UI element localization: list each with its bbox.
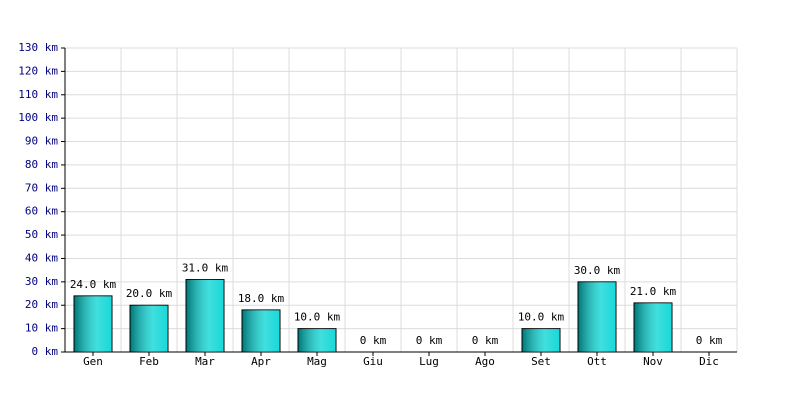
x-tick-label: Mar	[195, 355, 215, 368]
bar-shading	[298, 328, 336, 352]
value-label: 0 km	[360, 334, 387, 347]
y-tick-label: 10 km	[25, 322, 58, 335]
value-label: 30.0 km	[574, 264, 621, 277]
y-tick-label: 0 km	[32, 345, 59, 358]
bar-shading	[130, 305, 168, 352]
y-tick-label: 60 km	[25, 205, 58, 218]
value-label: 21.0 km	[630, 285, 677, 298]
y-tick-label: 100 km	[18, 111, 58, 124]
bar-shading	[186, 279, 224, 352]
x-tick-label: Set	[531, 355, 551, 368]
bar-shading	[578, 281, 616, 352]
value-label: 24.0 km	[70, 278, 117, 291]
value-label: 10.0 km	[518, 311, 565, 324]
y-tick-label: 80 km	[25, 158, 58, 171]
y-tick-label: 110 km	[18, 88, 58, 101]
x-tick-label: Apr	[251, 355, 271, 368]
y-tick-label: 90 km	[25, 135, 58, 148]
value-label: 18.0 km	[238, 292, 285, 305]
value-label: 0 km	[472, 334, 499, 347]
value-label: 10.0 km	[294, 311, 341, 324]
value-label: 20.0 km	[126, 287, 173, 300]
x-tick-label: Ago	[475, 355, 495, 368]
x-tick-label: Dic	[699, 355, 719, 368]
value-label: 0 km	[696, 334, 723, 347]
x-tick-label: Mag	[307, 355, 327, 368]
x-tick-label: Feb	[139, 355, 159, 368]
y-tick-label: 30 km	[25, 275, 58, 288]
bar-shading	[634, 302, 672, 352]
y-tick-label: 50 km	[25, 228, 58, 241]
y-tick-label: 120 km	[18, 64, 58, 77]
value-label: 0 km	[416, 334, 443, 347]
x-tick-label: Gen	[83, 355, 103, 368]
y-tick-label: 70 km	[25, 181, 58, 194]
bar-shading	[242, 309, 280, 352]
y-tick-label: 130 km	[18, 41, 58, 54]
y-tick-label: 40 km	[25, 251, 58, 264]
value-label: 31.0 km	[182, 262, 229, 275]
x-tick-label: Ott	[587, 355, 607, 368]
bar-shading	[74, 295, 112, 352]
x-tick-label: Lug	[419, 355, 439, 368]
y-tick-label: 20 km	[25, 298, 58, 311]
x-tick-label: Giu	[363, 355, 383, 368]
bar-shading	[522, 328, 560, 352]
x-tick-label: Nov	[643, 355, 663, 368]
